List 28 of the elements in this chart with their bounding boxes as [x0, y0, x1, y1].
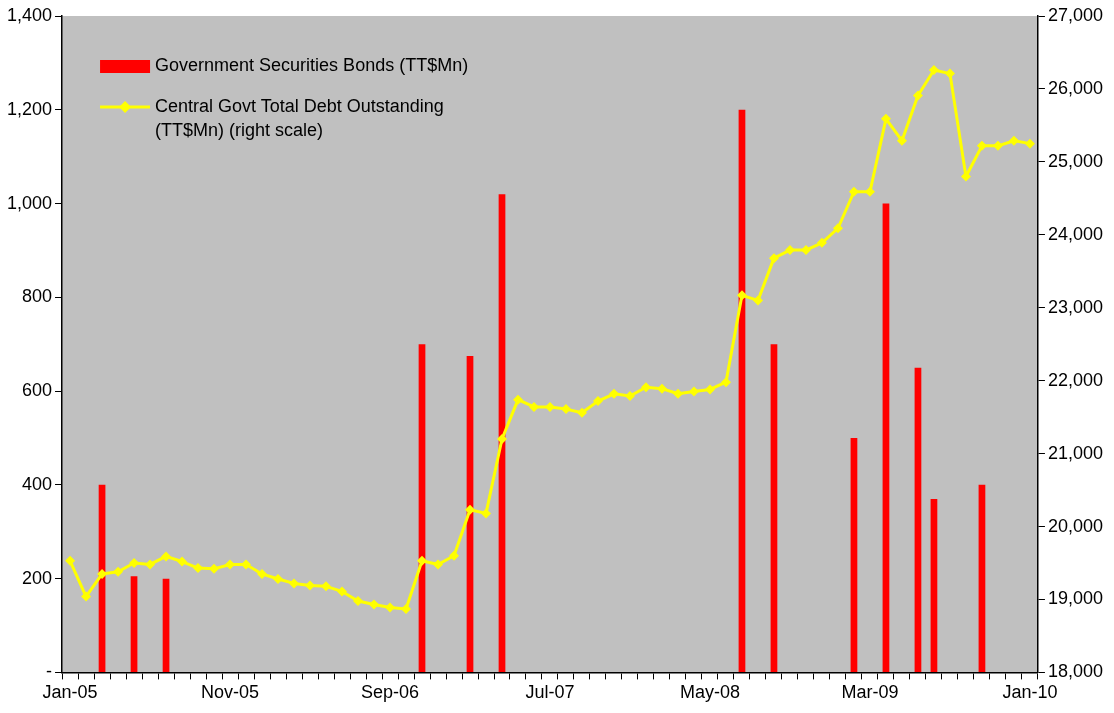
y-tick-label: 400 [22, 473, 53, 494]
y-tick-label: - [46, 661, 53, 682]
x-tick-label: Jul-07 [525, 682, 575, 703]
y-tick-label: 800 [22, 286, 53, 307]
y-tick-label: 1,200 [7, 98, 53, 119]
y2-tick-label: 27,000 [1047, 4, 1104, 25]
x-tick-label: May-08 [679, 682, 740, 703]
legend-label: Government Securities Bonds (TT$Mn) [155, 54, 469, 75]
x-tick-label: Jan-05 [42, 682, 98, 703]
y2-tick-label: 19,000 [1047, 588, 1104, 609]
y2-tick-label: 22,000 [1047, 369, 1104, 390]
bar [130, 576, 138, 672]
y2-tick-label: 18,000 [1047, 661, 1104, 682]
y2-tick-label: 20,000 [1047, 515, 1104, 536]
x-tick-label: Sep-06 [360, 682, 420, 703]
x-tick-label: Mar-09 [841, 682, 899, 703]
y-tick-label: 200 [22, 567, 53, 588]
y2-tick-label: 25,000 [1047, 150, 1104, 171]
y2-tick-label: 26,000 [1047, 77, 1104, 98]
y2-tick-label: 23,000 [1047, 296, 1104, 317]
y2-tick-label: 24,000 [1047, 223, 1104, 244]
y-tick-label: 600 [22, 380, 53, 401]
x-tick-label: Jan-10 [1002, 682, 1058, 703]
y-tick-label: 1,000 [7, 192, 53, 213]
legend-label: Central Govt Total Debt Outstanding (TT$Mn) (right scale) [155, 95, 444, 140]
y2-tick-label: 21,000 [1047, 442, 1104, 463]
y-tick-label: 1,400 [7, 4, 53, 25]
x-tick-label: Nov-05 [201, 682, 260, 703]
